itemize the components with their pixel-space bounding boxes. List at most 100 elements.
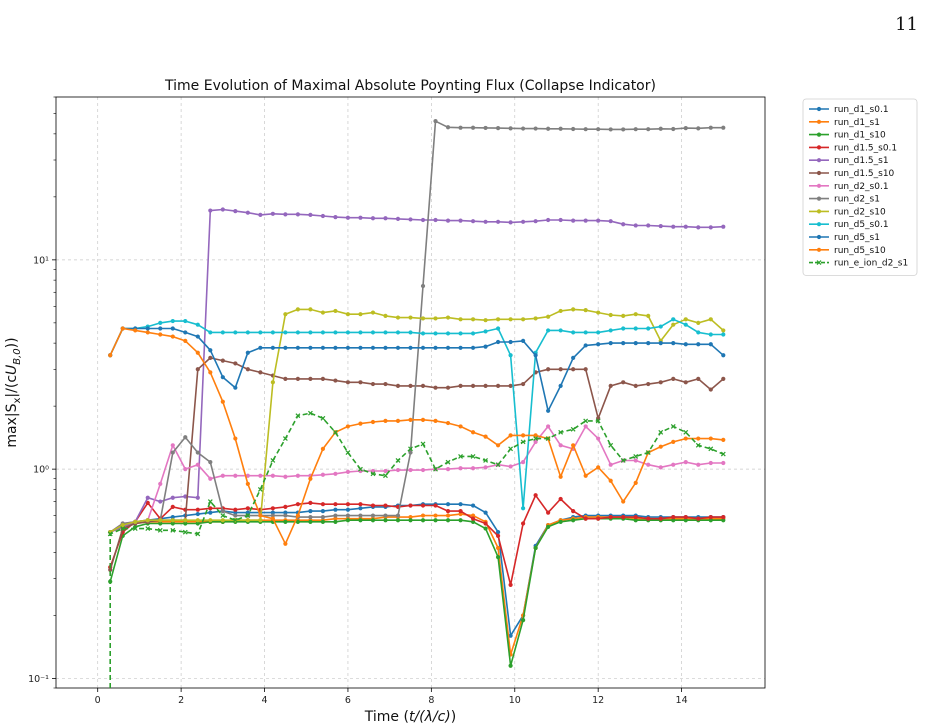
data-point — [345, 507, 351, 512]
data-point — [408, 503, 413, 508]
data-point — [333, 378, 338, 383]
data-point — [571, 518, 576, 523]
data-point — [583, 424, 588, 429]
legend-entry: run_d5_s0.1 — [809, 220, 889, 230]
data-point — [333, 513, 338, 518]
data-point — [583, 218, 588, 223]
data-point — [696, 126, 701, 131]
data-point — [683, 126, 688, 131]
data-point — [370, 419, 376, 425]
data-point — [358, 466, 363, 472]
data-point — [470, 331, 476, 336]
data-point — [546, 510, 551, 515]
data-point — [320, 213, 326, 219]
y-axis-label: max|Sx|/(cUB,0)) — [4, 337, 23, 447]
y-tick-label: 10⁻¹ — [28, 674, 49, 685]
data-point — [596, 218, 601, 223]
data-point — [183, 494, 188, 499]
data-point — [333, 471, 338, 476]
data-point — [270, 506, 275, 511]
series-line — [109, 494, 724, 586]
data-point — [558, 443, 563, 448]
grid — [56, 97, 765, 688]
data-point — [245, 481, 250, 487]
data-point — [633, 341, 638, 346]
data-point — [370, 513, 376, 518]
data-point — [183, 518, 188, 523]
data-point — [483, 344, 488, 349]
data-point — [433, 119, 438, 124]
data-point — [270, 473, 275, 478]
data-point — [546, 314, 551, 319]
data-point — [345, 513, 351, 518]
y-label-sub: B,0 — [12, 348, 23, 364]
legend: run_d1_s0.1 run_d1_s1 run_d1_s10 run_d1.5_s… — [802, 98, 918, 276]
data-point — [458, 218, 463, 223]
data-point — [508, 433, 513, 438]
data-point — [708, 446, 714, 452]
data-point — [182, 529, 188, 535]
data-point — [308, 345, 313, 350]
data-point — [420, 441, 426, 447]
data-point — [282, 436, 288, 441]
data-point — [621, 514, 626, 520]
data-point — [458, 317, 463, 322]
series-run_d2_s10 — [108, 307, 726, 535]
x-tick-label: 14 — [676, 695, 688, 706]
data-point — [483, 510, 488, 515]
data-point — [608, 312, 613, 318]
data-point — [320, 502, 326, 507]
data-point — [658, 341, 663, 346]
data-point — [420, 217, 426, 223]
series-line — [109, 513, 724, 656]
data-point — [720, 451, 726, 457]
legend-entry: run_e_ion_d2_s1 — [809, 259, 908, 269]
data-point — [495, 462, 501, 468]
legend-marker — [816, 132, 822, 137]
data-point — [308, 519, 313, 524]
data-point — [571, 367, 576, 372]
legend-box — [802, 98, 918, 276]
data-point — [483, 383, 488, 388]
data-point — [320, 310, 326, 315]
legend-label: run_d2_s1 — [834, 195, 880, 205]
data-point — [671, 439, 676, 444]
data-point — [721, 332, 726, 337]
data-point — [308, 476, 313, 481]
data-point — [183, 318, 188, 324]
data-point — [646, 326, 651, 331]
data-point — [445, 125, 451, 130]
data-point — [258, 513, 263, 518]
data-point — [495, 530, 501, 535]
legend-marker — [816, 260, 822, 266]
data-point — [395, 345, 401, 350]
data-point — [358, 518, 363, 523]
data-point — [245, 350, 250, 355]
data-point — [308, 330, 313, 335]
data-point — [395, 418, 401, 424]
data-point — [358, 502, 363, 507]
data-point — [458, 509, 463, 514]
data-point — [320, 330, 326, 335]
y-label-sub: x — [12, 398, 23, 404]
data-point — [370, 471, 376, 477]
data-point — [257, 486, 263, 492]
data-point — [633, 514, 638, 520]
data-point — [520, 439, 526, 445]
data-point — [458, 511, 463, 517]
data-point — [320, 446, 326, 451]
data-point — [158, 518, 163, 523]
data-point — [270, 330, 275, 335]
data-point — [658, 324, 663, 329]
legend-marker — [816, 119, 822, 124]
data-point — [170, 527, 176, 533]
data-point — [145, 526, 151, 531]
data-point — [383, 513, 388, 518]
data-point — [333, 330, 338, 335]
data-point — [696, 462, 701, 467]
data-point — [145, 326, 150, 331]
data-point — [308, 500, 313, 505]
data-point — [170, 318, 175, 324]
data-point — [458, 466, 463, 471]
data-point — [208, 348, 213, 353]
